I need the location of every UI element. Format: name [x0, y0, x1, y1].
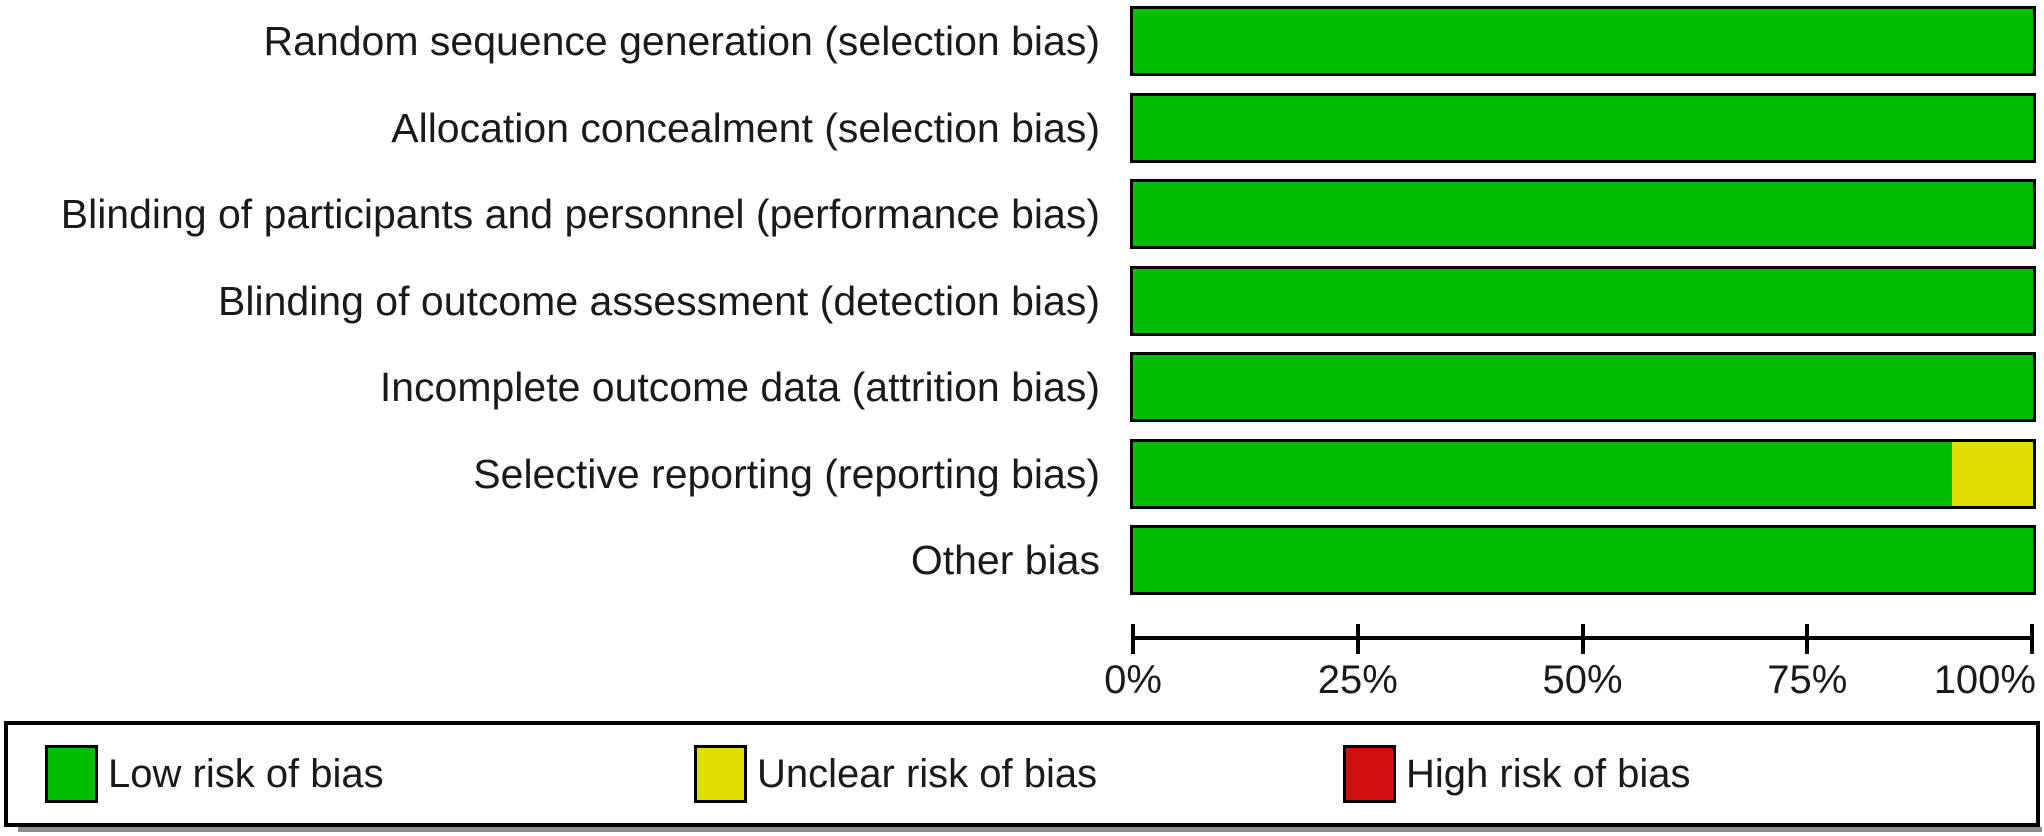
axis-tick — [1805, 624, 1810, 654]
stacked-bar — [1130, 93, 2036, 163]
stacked-bar — [1130, 352, 2036, 422]
bar-segment-unclear-risk — [1952, 442, 2033, 506]
axis-tick — [1131, 624, 1135, 654]
legend-item-high-risk: High risk of bias — [1343, 725, 1691, 823]
bar-segment-low-risk — [1133, 96, 2033, 160]
axis-tick — [2030, 624, 2034, 654]
legend-swatch-low-risk — [45, 745, 98, 803]
legend-item-unclear-risk: Unclear risk of bias — [694, 725, 1097, 823]
category-label: Incomplete outcome data (attrition bias) — [379, 363, 1100, 410]
axis-tick — [1580, 624, 1585, 654]
legend-item-label: High risk of bias — [1406, 752, 1691, 796]
legend-item-low-risk: Low risk of bias — [45, 725, 384, 823]
bar-segment-low-risk — [1133, 269, 2033, 333]
category-label: Selective reporting (reporting bias) — [473, 450, 1100, 497]
stacked-bar — [1130, 6, 2036, 76]
bar-segment-low-risk — [1133, 182, 2033, 246]
axis-tick-label: 50% — [1542, 658, 1623, 702]
bar-segment-low-risk — [1133, 355, 2033, 419]
category-label: Random sequence generation (selection bi… — [263, 17, 1100, 64]
stacked-bar — [1130, 439, 2036, 509]
stacked-bar — [1130, 525, 2036, 595]
axis-tick-label: 75% — [1767, 658, 1848, 702]
legend-item-label: Unclear risk of bias — [757, 752, 1098, 796]
legend-swatch-high-risk — [1343, 745, 1396, 803]
axis-tick — [1355, 624, 1360, 654]
legend-box: Low risk of bias Unclear risk of bias High… — [4, 721, 2040, 827]
stacked-bar — [1130, 266, 2036, 336]
category-label: Allocation concealment (selection bias) — [391, 104, 1100, 151]
stacked-bar — [1130, 179, 2036, 249]
bar-segment-low-risk — [1133, 9, 2033, 73]
category-label: Blinding of outcome assessment (detectio… — [218, 277, 1100, 324]
axis-tick-label: 100% — [1933, 658, 2036, 702]
legend-item-label: Low risk of bias — [108, 752, 384, 796]
axis-tick-label: 25% — [1317, 658, 1398, 702]
legend-shadow — [18, 827, 2042, 832]
bar-segment-low-risk — [1133, 442, 1952, 506]
category-label: Other bias — [910, 536, 1100, 583]
category-label: Blinding of participants and personnel (… — [60, 190, 1100, 237]
legend-swatch-unclear-risk — [694, 745, 747, 803]
axis-tick-label: 0% — [1104, 658, 1162, 702]
bar-segment-low-risk — [1133, 528, 2033, 592]
